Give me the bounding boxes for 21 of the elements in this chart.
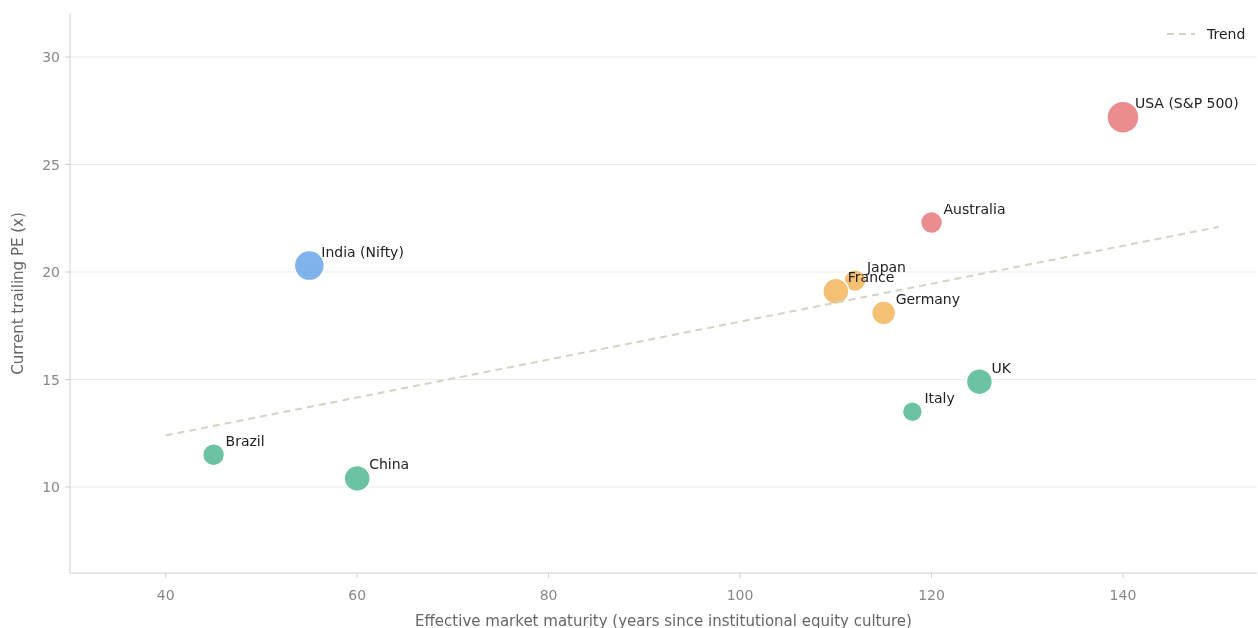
x-tick-label: 140 [1109, 587, 1137, 603]
y-tick-label: 15 [42, 371, 60, 388]
annotation: Brazil [225, 432, 265, 449]
x-tick-label: 40 [156, 587, 175, 603]
x-tick-label: 80 [539, 587, 558, 603]
annotation: Germany [895, 290, 961, 307]
annotation: Australia [943, 200, 1006, 217]
y-tick-label: 25 [42, 156, 60, 173]
y-tick-label: 30 [42, 49, 60, 65]
y-tick-label: 10 [42, 479, 60, 495]
annotation: UK [991, 359, 1012, 376]
x-tick-label: 120 [918, 587, 945, 603]
x-tick-label: 60 [348, 587, 367, 603]
y-axis-title: Current trailing PE (x) [9, 212, 27, 375]
annotation: China [369, 456, 410, 473]
y-tick-label: 20 [42, 264, 60, 280]
annotation: Italy [924, 389, 955, 406]
annotation: USA (S&P 500) [1134, 95, 1239, 112]
annotation: India (Nifty) [321, 243, 404, 260]
x-tick-label: 100 [726, 587, 754, 603]
legend-label: Trend [1206, 26, 1246, 42]
